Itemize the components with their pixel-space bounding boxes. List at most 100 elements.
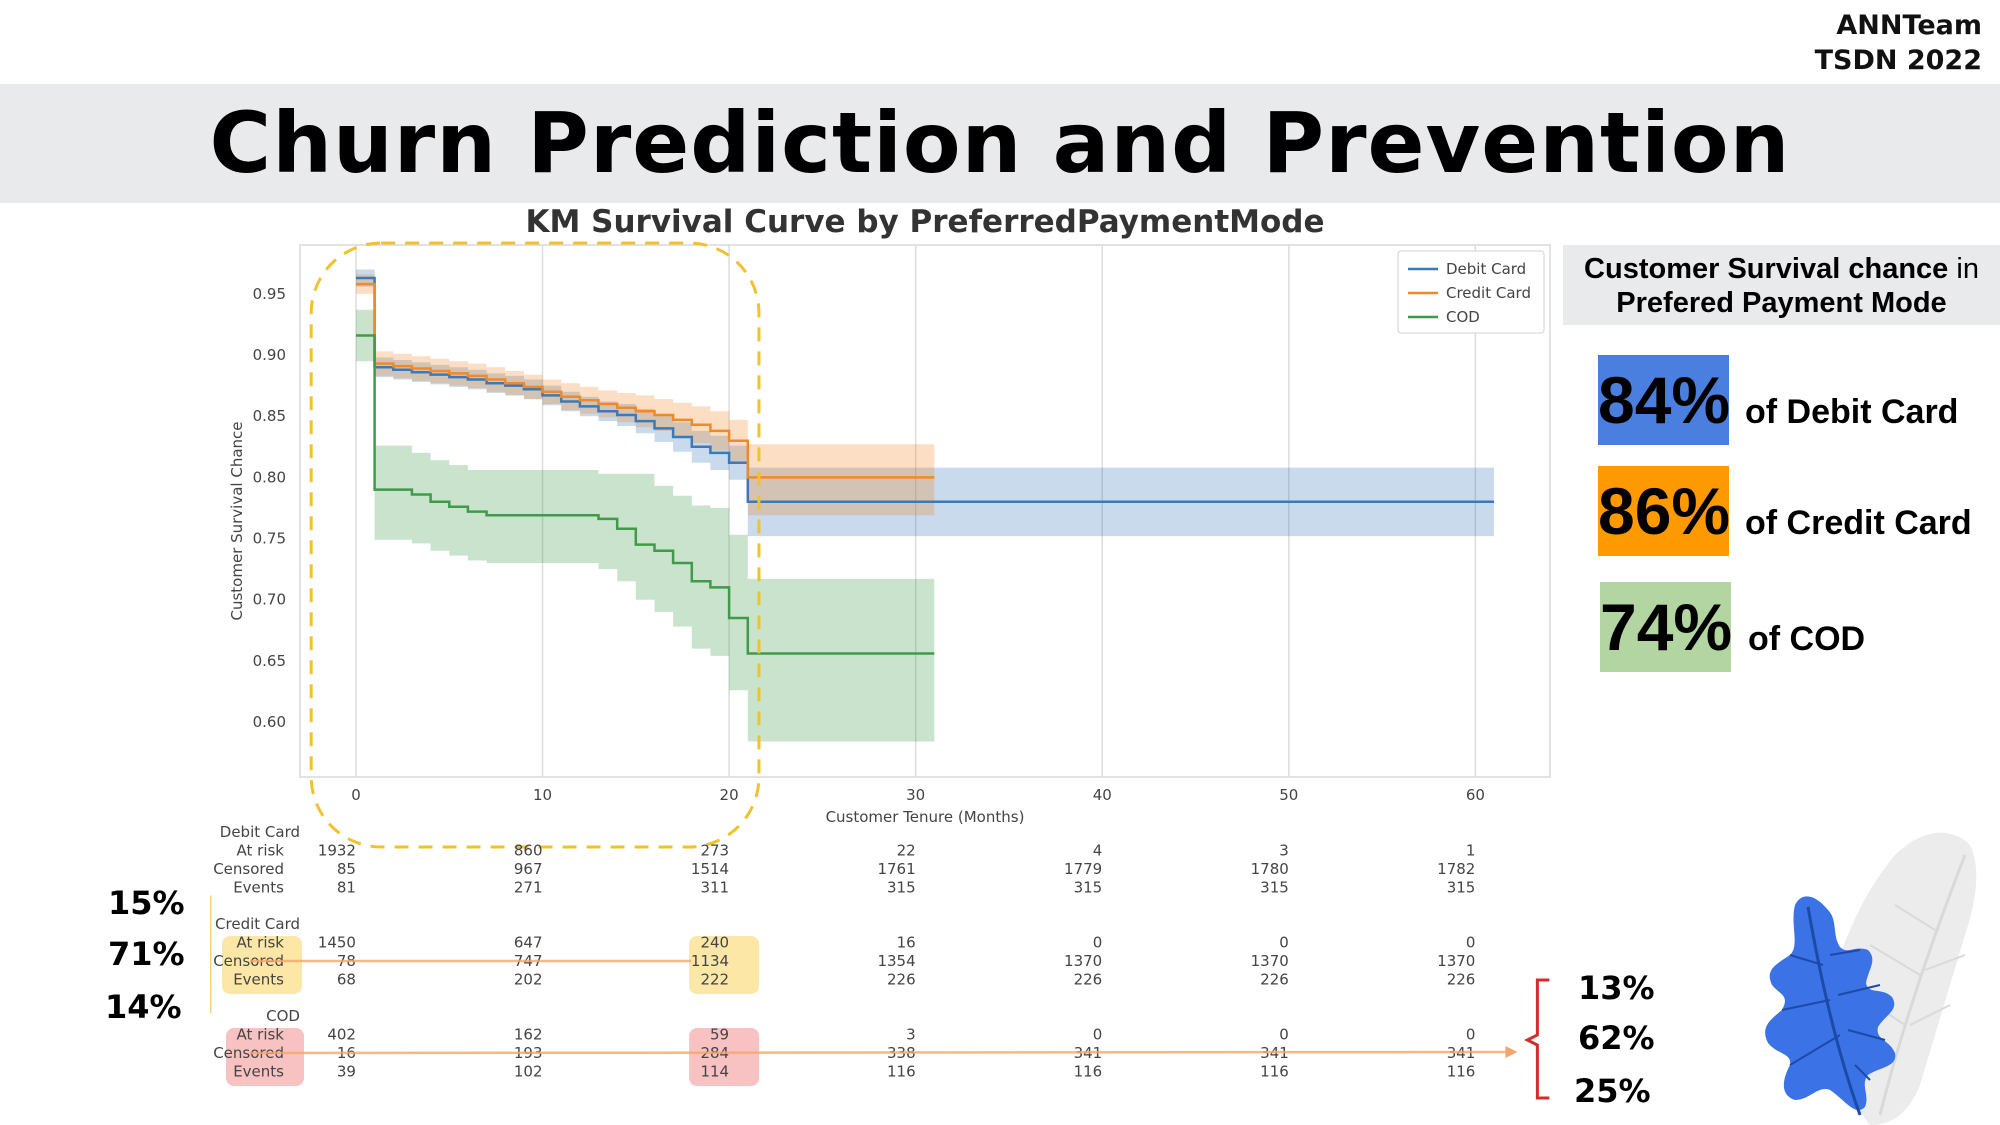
x-tick-label: 40 xyxy=(1093,786,1112,804)
legend-label: COD xyxy=(1446,308,1480,326)
y-tick-label: 0.95 xyxy=(253,285,286,303)
risk-cell: 16 xyxy=(897,934,916,952)
risk-row-label: At risk xyxy=(237,1026,285,1044)
risk-row-label: Events xyxy=(233,971,284,989)
risk-row-label: At risk xyxy=(237,934,285,952)
risk-cell: 22 xyxy=(897,842,916,860)
y-axis-label: Customer Survival Chance xyxy=(228,421,246,620)
risk-cell: 0 xyxy=(1093,934,1103,952)
risk-cell: 1780 xyxy=(1251,860,1289,878)
risk-cell: 0 xyxy=(1466,934,1476,952)
risk-cell: 116 xyxy=(1260,1063,1289,1081)
km-survival-chart: KM Survival Curve by PreferredPaymentMod… xyxy=(210,205,1551,1100)
risk-group-title: Debit Card xyxy=(220,823,300,841)
right-callout-top: 13% xyxy=(1578,969,1655,1007)
risk-cell: 116 xyxy=(1447,1063,1476,1081)
risk-cell: 226 xyxy=(1447,971,1476,989)
team-badge: ANNTeam TSDN 2022 xyxy=(1815,8,1982,78)
risk-cell: 1450 xyxy=(318,934,356,952)
risk-cell: 1782 xyxy=(1437,860,1475,878)
risk-cell: 1932 xyxy=(318,842,356,860)
risk-cell: 0 xyxy=(1279,934,1289,952)
x-tick-label: 50 xyxy=(1279,786,1298,804)
cod-censored-guide xyxy=(249,1050,1506,1055)
risk-group-title: Credit Card xyxy=(215,915,300,933)
page-title: Churn Prediction and Prevention xyxy=(209,94,1791,192)
highlight-dashed-box xyxy=(309,241,761,849)
risk-row-label: Censored xyxy=(213,1044,284,1062)
credit-card-percent: 86% xyxy=(1598,466,1730,556)
risk-cell: 59 xyxy=(710,1026,729,1044)
credit-card-label: of Credit Card xyxy=(1745,504,1972,542)
panel-heading-normal: in xyxy=(1948,253,1979,285)
risk-cell: 315 xyxy=(1260,879,1289,897)
x-axis-label: Customer Tenure (Months) xyxy=(826,808,1025,826)
debit-card-label: of Debit Card xyxy=(1745,393,1959,431)
y-tick-label: 0.80 xyxy=(253,468,286,486)
risk-cell: 39 xyxy=(337,1063,356,1081)
risk-cell: 967 xyxy=(514,860,543,878)
left-callout-mid: 71% xyxy=(108,935,185,973)
y-tick-label: 0.70 xyxy=(253,591,286,609)
risk-cell: 68 xyxy=(337,971,356,989)
x-tick-label: 60 xyxy=(1466,786,1485,804)
left-callout-bottom: 14% xyxy=(105,988,182,1026)
risk-cell: 1779 xyxy=(1064,860,1102,878)
risk-cell: 102 xyxy=(514,1063,543,1081)
chip-credit-month-20 xyxy=(689,936,760,994)
risk-cell: 273 xyxy=(700,842,729,860)
left-callout-top: 15% xyxy=(108,884,185,922)
risk-cell: 315 xyxy=(887,879,916,897)
x-tick-label: 30 xyxy=(906,786,925,804)
risk-cell: 315 xyxy=(1074,879,1103,897)
series-line-debit-card xyxy=(356,276,1494,504)
risk-cell: 162 xyxy=(514,1026,543,1044)
risk-row-label: Events xyxy=(233,879,284,897)
cod-label: of COD xyxy=(1748,620,1866,658)
risk-cell: 3 xyxy=(1279,842,1289,860)
team-name: ANNTeam xyxy=(1836,10,1982,41)
cod-guide-arrowhead xyxy=(1505,1046,1518,1058)
risk-cell: 114 xyxy=(700,1063,729,1081)
risk-cell: 402 xyxy=(327,1026,356,1044)
y-tick-label: 0.85 xyxy=(253,407,286,425)
cod-percent: 74% xyxy=(1600,582,1732,672)
risk-row-label: At risk xyxy=(237,842,285,860)
risk-cell: 85 xyxy=(337,860,356,878)
event-name: TSDN 2022 xyxy=(1814,45,1982,76)
ci-band-debit-card xyxy=(356,269,1494,537)
risk-cell: 202 xyxy=(514,971,543,989)
risk-cell: 1514 xyxy=(691,860,729,878)
plot-frame xyxy=(299,244,1551,778)
risk-cell: 116 xyxy=(1074,1063,1103,1081)
risk-cell: 311 xyxy=(700,879,729,897)
risk-row-label: Events xyxy=(233,1063,284,1081)
chart-title: KM Survival Curve by PreferredPaymentMod… xyxy=(525,205,1324,240)
risk-row-label: Censored xyxy=(213,860,284,878)
y-tick-label: 0.75 xyxy=(253,530,286,548)
risk-cell: 226 xyxy=(1260,971,1289,989)
right-callout-bottom: 25% xyxy=(1574,1072,1651,1110)
blue-leaf-icon xyxy=(1765,896,1896,1116)
risk-cell: 1370 xyxy=(1437,952,1475,970)
chip-credit-labels xyxy=(222,936,302,994)
chip-cod-labels xyxy=(226,1028,304,1086)
ci-band-cod xyxy=(356,309,935,742)
leaf-decoration xyxy=(1765,832,1977,1125)
panel-heading-bold-2: Prefered Payment Mode xyxy=(1616,287,1947,319)
panel-heading-bold-1: Customer Survival chance xyxy=(1584,253,1949,285)
x-tick-label: 20 xyxy=(720,786,739,804)
risk-cell: 1134 xyxy=(691,952,729,970)
risk-cell: 315 xyxy=(1447,879,1476,897)
legend-label: Credit Card xyxy=(1446,284,1531,302)
risk-cell: 1 xyxy=(1466,842,1476,860)
risk-cell: 116 xyxy=(887,1063,916,1081)
ci-band-credit-card xyxy=(356,274,935,516)
right-brace xyxy=(1524,978,1550,1100)
risk-cell: 226 xyxy=(887,971,916,989)
x-tick-label: 0 xyxy=(351,786,361,804)
risk-cell: 860 xyxy=(514,842,543,860)
series-line-cod xyxy=(356,334,935,655)
debit-card-percent: 84% xyxy=(1598,355,1730,445)
y-tick-label: 0.90 xyxy=(253,346,286,364)
